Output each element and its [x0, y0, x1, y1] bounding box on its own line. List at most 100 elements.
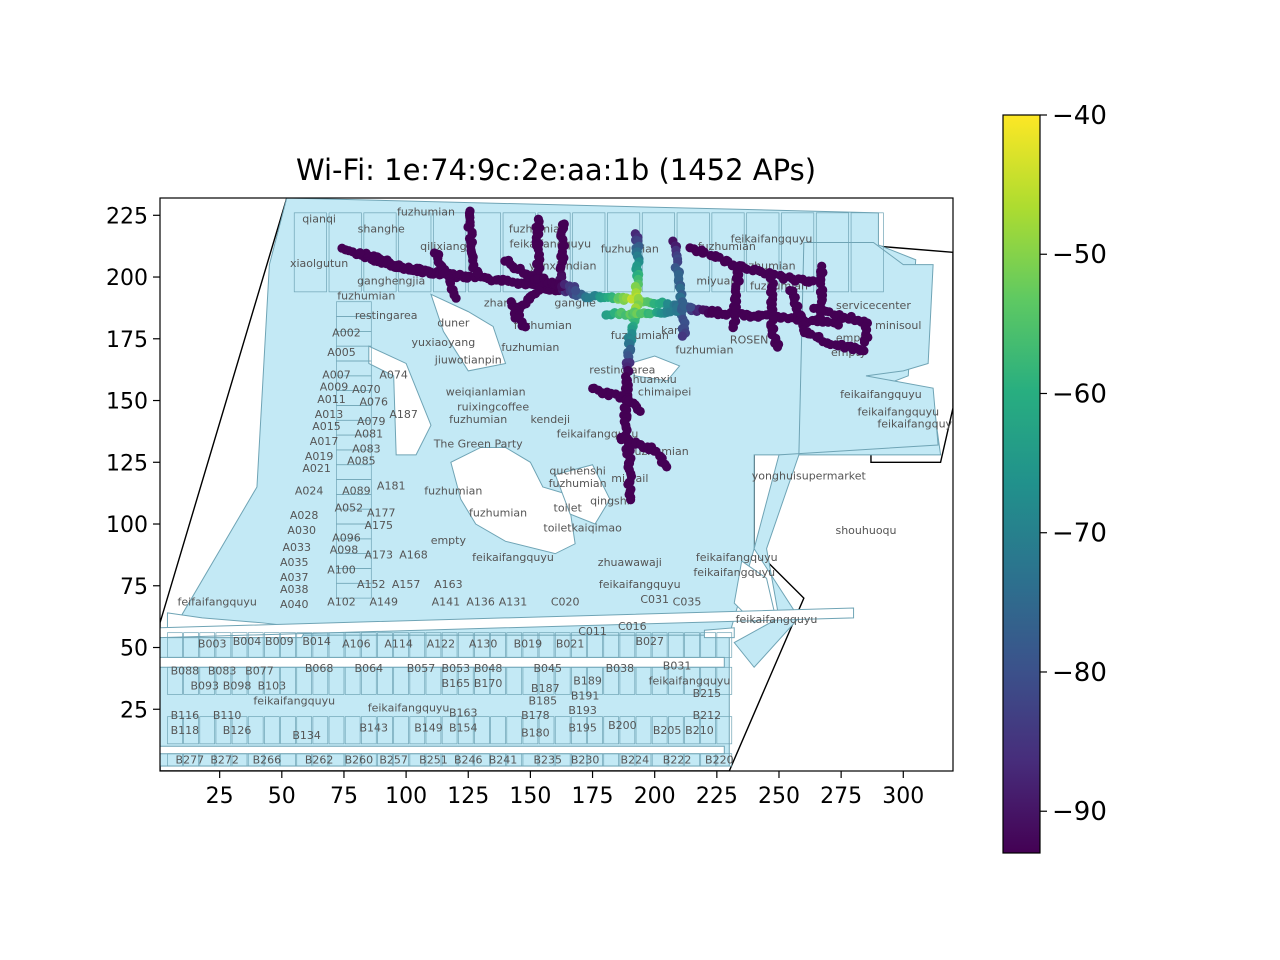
shop-label: A070 [352, 383, 381, 396]
shop-cell [506, 666, 523, 695]
shop-label: huanxiu [633, 373, 677, 386]
shop-label: B205 [653, 724, 682, 737]
shop-cell [506, 716, 523, 745]
shop-cell [684, 753, 700, 767]
x-tick-label: 50 [268, 784, 296, 809]
shop-cell [377, 632, 393, 658]
shop-label: B224 [621, 754, 650, 767]
shop-cell [781, 212, 815, 293]
x-tick-label: 75 [330, 784, 358, 809]
shop-cell [167, 666, 183, 695]
shop-cell [716, 632, 733, 658]
shop-cell [425, 666, 442, 695]
shop-label: B262 [305, 754, 334, 767]
shop-label: qianqi [302, 213, 336, 226]
shop-cell [199, 632, 216, 658]
shop-label: ganghengjia [357, 274, 425, 287]
shop-label: shouhuoqu [835, 524, 896, 537]
shop-cell [457, 666, 474, 695]
shop-label: toilet [554, 502, 583, 515]
shop-cell [215, 632, 232, 658]
shop-label: A163 [434, 578, 463, 591]
x-tick-label: 250 [758, 784, 800, 809]
shop-cell [554, 632, 571, 658]
shop-label: B241 [489, 754, 518, 767]
shop-cell [183, 753, 199, 767]
shop-label: feikaifangquyu [857, 405, 939, 418]
shop-label: A096 [332, 531, 361, 544]
shop-label: C031 [640, 593, 669, 606]
shop-cell [587, 716, 603, 745]
y-tick-label: 100 [106, 513, 148, 538]
shop-cell [183, 632, 199, 658]
shop-label: B110 [213, 709, 242, 722]
shop-label: feikaifangquyu [599, 578, 681, 591]
shop-label: B068 [305, 662, 334, 675]
shop-label: feikaifangquyu [253, 694, 335, 707]
shop-cell [554, 666, 571, 695]
shop-label: C016 [618, 620, 647, 633]
shop-label: B003 [198, 638, 227, 651]
shop-label: A005 [327, 346, 356, 359]
shop-cell [474, 666, 490, 695]
shop-label: minisoul [875, 319, 921, 332]
shop-label: xiaolgutun [290, 257, 348, 270]
shop-label: feikaifangquyu [693, 566, 775, 579]
shop-cell [296, 632, 312, 658]
shop-label: A033 [282, 541, 311, 554]
chart-title: Wi-Fi: 1e:74:9c:2e:aa:1b (1452 APs) [296, 153, 816, 187]
shop-cell [571, 666, 587, 695]
shop-cell [716, 753, 733, 767]
shop-cell [231, 753, 248, 767]
shop-label: B149 [414, 721, 443, 734]
shop-cell [393, 753, 409, 767]
shop-cell [603, 632, 619, 658]
shop-label: A024 [295, 484, 324, 497]
shop-cell [183, 716, 199, 745]
colorbar-tick-label: −60 [1052, 379, 1107, 409]
shop-label: B193 [568, 704, 597, 717]
shop-cell [425, 716, 442, 745]
shop-cell [506, 753, 523, 767]
shop-label: A052 [335, 502, 364, 515]
y-axis: 25 50 75 100 125 150 175 200 225 [106, 204, 160, 723]
shop-label: B215 [693, 687, 722, 700]
corridor-2 [430, 293, 507, 372]
shop-label: miyuan [696, 274, 737, 287]
shop-cell [538, 632, 555, 658]
colorbar-tick-label: −80 [1052, 658, 1107, 688]
shop-label: B154 [449, 721, 478, 734]
shop-label: B038 [606, 662, 635, 675]
shop-label: A130 [469, 638, 498, 651]
shop-cell [344, 716, 361, 745]
shop-label: B260 [345, 754, 374, 767]
shop-label: A152 [357, 578, 386, 591]
shop-label: B118 [171, 724, 200, 737]
floor-plan [160, 198, 953, 771]
shop-label: fuzhumian [337, 289, 395, 302]
shop-label: B031 [663, 660, 692, 673]
shop-cell [215, 666, 232, 695]
y-tick-label: 50 [120, 637, 148, 662]
shop-cell [716, 666, 733, 695]
shop-cell [215, 753, 232, 767]
shop-label: C011 [578, 625, 607, 638]
shop-label: A100 [327, 563, 356, 576]
shop-label: fuzhumian [549, 477, 607, 490]
shop-label: B088 [171, 665, 200, 678]
shop-cell [441, 632, 458, 658]
shop-cell [635, 632, 652, 658]
shop-label: A106 [342, 638, 371, 651]
shop-label: B210 [685, 724, 714, 737]
shop-label: chimaipei [638, 386, 691, 399]
shop-label: B222 [663, 754, 692, 767]
shop-label: B165 [442, 677, 471, 690]
shop-cell [280, 632, 296, 658]
shop-cell [328, 632, 345, 658]
shop-label: A085 [347, 455, 376, 468]
colorbar-gradient [1002, 114, 1041, 854]
shop-cell [571, 716, 587, 745]
shop-label: weiqianlamian [446, 386, 526, 399]
shop-label: kendeji [530, 413, 570, 426]
shop-cell [409, 632, 426, 658]
